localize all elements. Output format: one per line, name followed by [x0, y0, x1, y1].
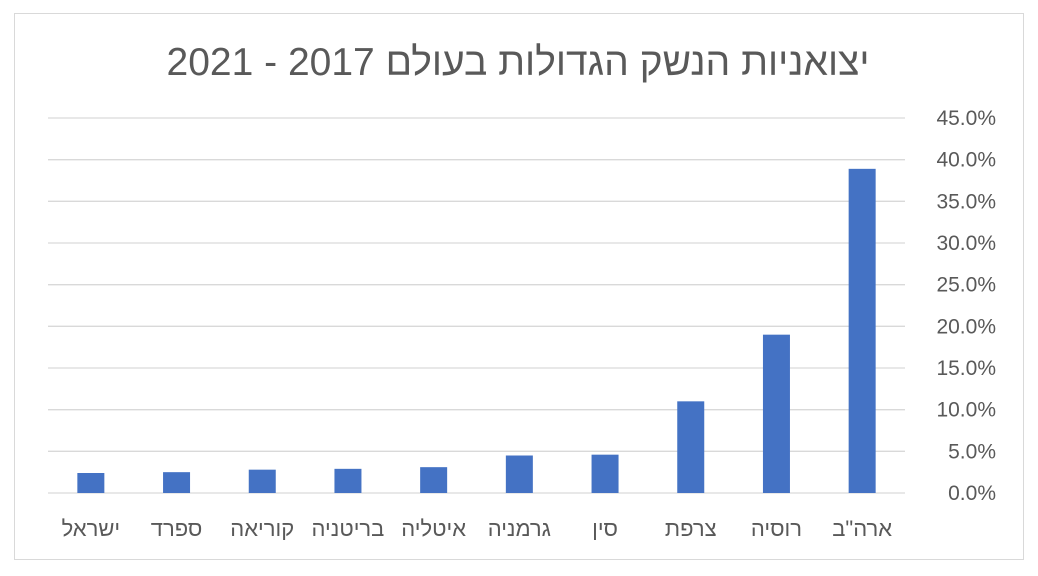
bar — [77, 473, 105, 493]
y-tick-labels: 0.0% 5.0% 10.0% 15.0% 20.0% 25.0% 30.0% 35.0% 40… — [936, 107, 996, 505]
bar — [163, 472, 191, 493]
y-tick-label: 15.0% — [936, 357, 996, 380]
x-category-label: רוסיה — [751, 516, 802, 541]
y-tick-label: 10.0% — [936, 399, 996, 422]
chart-title: יצואניות הנשק הגדולות בעולם 2017 - 2021 — [167, 41, 870, 84]
y-tick-label: 45.0% — [936, 107, 996, 130]
bars — [77, 168, 876, 494]
x-category-label: צרפת — [665, 516, 717, 541]
y-tick-label: 40.0% — [936, 149, 996, 172]
x-category-labels: ארה"ב רוסיה צרפת סין גרמניה איטליה בריטניה קורי… — [62, 516, 893, 541]
x-category-label: קוריאה — [230, 516, 294, 541]
x-category-label: איטליה — [401, 516, 466, 541]
bar — [591, 454, 619, 493]
x-category-label: ישראל — [62, 516, 121, 541]
bar — [334, 468, 362, 493]
x-category-label: ארה"ב — [832, 516, 892, 541]
x-category-label: גרמניה — [488, 516, 551, 541]
y-tick-label: 30.0% — [936, 232, 996, 255]
bar — [848, 168, 876, 494]
bar — [677, 401, 705, 493]
bar — [505, 455, 533, 493]
gridlines — [48, 117, 905, 494]
x-category-label: סין — [592, 516, 618, 541]
y-tick-label: 20.0% — [936, 315, 996, 338]
bar — [248, 469, 276, 493]
y-tick-label: 25.0% — [936, 274, 996, 297]
bar — [420, 467, 448, 493]
y-tick-label: 0.0% — [948, 482, 996, 505]
x-category-label: ספרד — [151, 516, 203, 541]
y-tick-label: 5.0% — [948, 440, 996, 463]
x-category-label: בריטניה — [312, 516, 385, 541]
y-tick-label: 35.0% — [936, 190, 996, 213]
bar — [762, 334, 790, 493]
